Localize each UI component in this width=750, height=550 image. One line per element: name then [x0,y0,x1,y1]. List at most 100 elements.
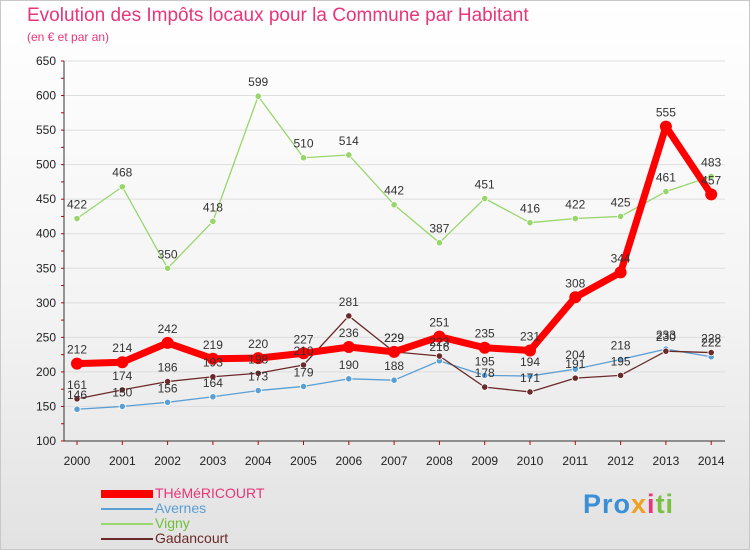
data-point [254,386,262,395]
data-labels: 422 468 350 418 599 510 514 442 387 451 416 422 425 4… [67,75,722,402]
data-point [481,194,489,203]
y-tick-label: 100 [36,434,56,448]
data-point [478,341,491,354]
data-label: 344 [611,251,631,265]
data-label: 193 [203,356,223,370]
data-point [616,371,625,379]
data-point [569,291,582,304]
data-label: 228 [701,332,721,346]
data-label: 251 [429,316,449,330]
data-point [526,219,534,227]
data-point [73,214,81,223]
data-point [662,187,670,196]
data-label: 195 [475,354,495,368]
data-label: 195 [611,354,631,368]
series-line-vigny [76,95,712,269]
data-point [299,382,308,391]
y-tick-label: 250 [36,330,56,344]
x-tick-label: 2007 [381,454,408,468]
data-label: 235 [475,327,495,341]
data-label: 422 [67,198,87,212]
x-tick-label: 2005 [290,454,317,468]
data-point [299,154,308,162]
data-point [161,336,174,349]
proxiti-logo: Proxiti [583,489,674,520]
data-point [118,402,126,411]
data-label: 425 [611,195,631,209]
data-label: 218 [611,338,631,352]
legend-swatch [101,523,153,525]
data-label: 308 [565,276,585,290]
logo-part: Pro [583,489,632,519]
legend-label: Vigny [155,515,190,531]
data-point [116,356,129,369]
data-label: 216 [429,340,449,354]
data-label: 387 [429,222,449,236]
data-point [254,92,262,100]
data-label: 416 [520,202,540,216]
data-label: 451 [475,177,495,191]
data-point [71,357,83,370]
data-point [206,352,219,365]
legend-swatch [101,508,153,510]
data-point [390,201,398,209]
series-group [71,92,718,413]
data-point [707,348,715,357]
x-tick-label: 2003 [200,454,227,468]
data-point [481,371,489,379]
data-point [571,374,579,382]
data-point [616,355,625,364]
y-tick-label: 600 [36,89,56,103]
y-tick-label: 400 [36,227,56,241]
data-label: 229 [384,331,404,345]
data-label: 173 [248,370,268,384]
data-label: 214 [112,341,132,355]
data-label: 161 [67,378,87,392]
data-point [118,183,126,191]
legend-label: Avernes [155,500,207,516]
legend-label: THéMéRICOURT [155,485,265,501]
data-label: 204 [565,348,585,362]
data-label: 457 [701,173,721,187]
data-label: 483 [701,155,721,169]
legend-swatch [101,538,153,540]
data-point [433,330,446,343]
x-tick-label: 2014 [698,454,725,468]
data-point [164,398,172,406]
data-point [209,217,217,225]
data-label: 223 [429,335,449,349]
data-label: 164 [203,376,223,390]
data-label: 468 [112,166,132,180]
data-point [388,345,401,358]
x-tick-label: 2004 [245,454,272,468]
data-label: 222 [701,336,721,350]
data-label: 230 [656,330,676,344]
data-point [659,120,672,133]
data-label: 212 [67,343,87,357]
data-point [209,373,217,381]
data-label: 442 [384,184,404,198]
data-label: 210 [293,344,313,358]
data-point [435,239,443,247]
data-label: 156 [158,381,178,395]
data-label: 219 [203,338,223,352]
chart-title: Evolution des Impôts locaux pour la Comm… [27,5,529,26]
data-point [571,365,579,373]
x-tick-label: 2012 [607,454,634,468]
data-point [481,383,489,391]
data-label: 174 [112,369,132,383]
data-point [345,375,353,383]
data-label: 514 [339,134,359,148]
data-point [297,347,310,360]
data-label: 510 [293,137,313,151]
data-point [73,395,81,403]
data-label: 461 [656,171,676,185]
data-label: 233 [656,328,676,342]
data-point [209,393,217,401]
x-tick-label: 2009 [471,454,498,468]
x-tick-label: 2006 [335,454,362,468]
x-tick-label: 2008 [426,454,453,468]
y-tick-label: 300 [36,296,56,310]
